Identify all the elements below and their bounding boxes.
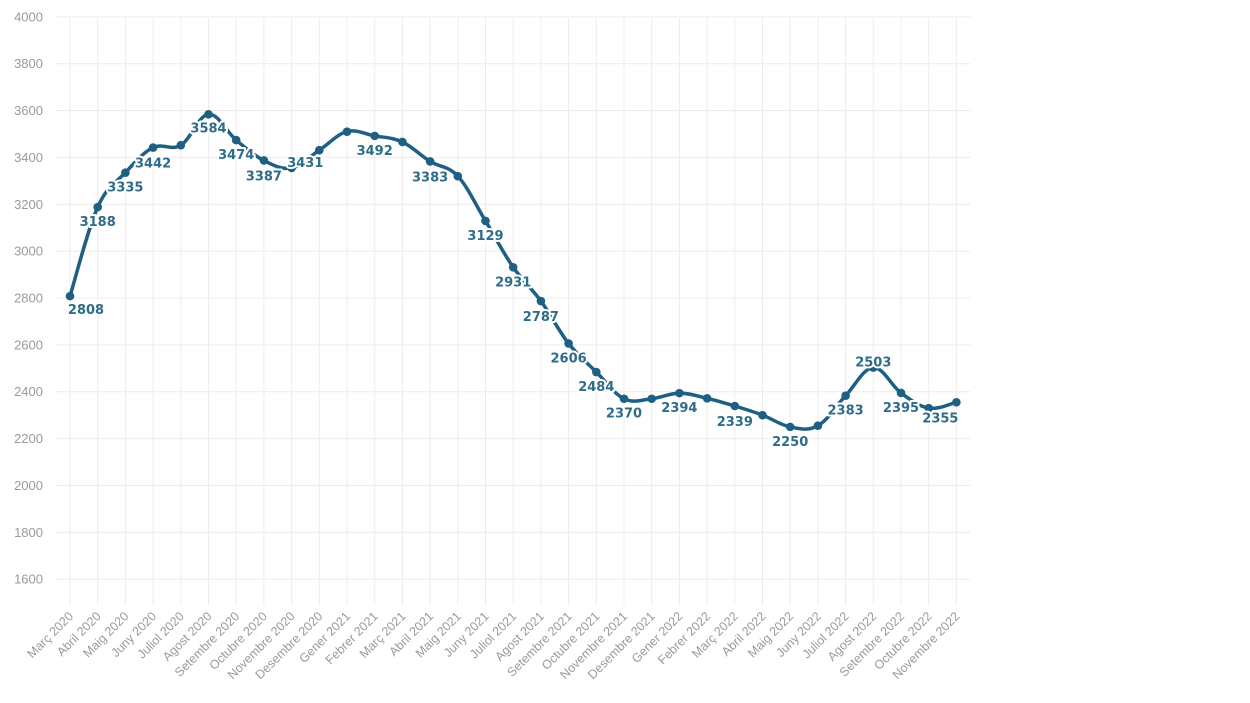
y-tick-label: 2800 bbox=[14, 291, 43, 306]
data-point bbox=[231, 135, 241, 145]
data-label: 3584 bbox=[190, 121, 226, 136]
y-tick-label: 2200 bbox=[14, 431, 43, 446]
data-point bbox=[425, 157, 435, 166]
data-label: 2787 bbox=[523, 310, 559, 325]
data-label-halo: 2339 bbox=[717, 415, 753, 430]
data-point bbox=[952, 397, 961, 407]
data-point bbox=[758, 410, 767, 420]
data-point bbox=[65, 291, 75, 301]
data-point bbox=[121, 168, 130, 177]
data-point bbox=[924, 403, 933, 413]
data-point bbox=[93, 202, 102, 212]
data-label: 2394 bbox=[661, 401, 697, 416]
data-point bbox=[785, 422, 795, 432]
data-point bbox=[841, 391, 850, 401]
data-point bbox=[592, 367, 601, 377]
y-tick-label: 1800 bbox=[14, 525, 43, 540]
data-point bbox=[259, 156, 269, 165]
data-label-halo: 3129 bbox=[467, 229, 503, 244]
data-label-halo: 3383 bbox=[412, 170, 448, 185]
data-label-halo: 2503 bbox=[855, 356, 891, 371]
y-tick-label: 3800 bbox=[14, 56, 43, 71]
data-label-halo: 3442 bbox=[135, 157, 171, 172]
data-label-halo: 3474 bbox=[218, 148, 254, 163]
data-label: 2339 bbox=[717, 415, 753, 430]
data-label: 2395 bbox=[883, 401, 919, 416]
data-label-halo: 3584 bbox=[190, 121, 226, 136]
data-label-halo: 3431 bbox=[287, 156, 323, 171]
y-tick-label: 3000 bbox=[14, 244, 43, 259]
data-point bbox=[813, 421, 823, 430]
data-label-halo: 2370 bbox=[606, 407, 642, 422]
data-point bbox=[370, 131, 380, 141]
data-label: 2503 bbox=[855, 356, 891, 371]
data-point bbox=[176, 140, 186, 150]
y-tick-label: 1600 bbox=[14, 572, 43, 587]
data-point bbox=[204, 110, 213, 119]
y-tick-label: 3400 bbox=[14, 150, 43, 165]
data-label: 2370 bbox=[606, 407, 642, 422]
data-label-halo: 2606 bbox=[551, 351, 587, 366]
data-label: 3383 bbox=[412, 170, 448, 185]
data-point bbox=[619, 394, 629, 404]
data-point bbox=[564, 339, 573, 348]
data-label: 3129 bbox=[467, 229, 503, 244]
data-label: 2484 bbox=[578, 380, 614, 395]
data-label: 3431 bbox=[287, 156, 323, 171]
data-point bbox=[315, 145, 324, 155]
data-label-halo: 2931 bbox=[495, 275, 531, 290]
data-label-halo: 2355 bbox=[922, 411, 958, 426]
y-tick-label: 2400 bbox=[14, 384, 43, 399]
data-label: 2355 bbox=[922, 411, 958, 426]
data-label-halo: 2394 bbox=[661, 401, 697, 416]
y-tick-label: 2000 bbox=[14, 478, 43, 493]
data-point bbox=[536, 296, 546, 306]
data-label: 3492 bbox=[357, 144, 393, 159]
data-point bbox=[342, 127, 352, 136]
data-point bbox=[508, 263, 518, 272]
y-axis-ticks: 1600 1800 2000 2200 2400 2600 2800 3000 3200 3400… bbox=[14, 9, 43, 586]
data-labels: 2808280831883188333533353442344235843584… bbox=[66, 119, 961, 452]
data-label-halo: 3188 bbox=[80, 215, 116, 230]
data-point bbox=[702, 393, 712, 403]
y-tick-label: 3600 bbox=[14, 103, 43, 118]
data-point bbox=[869, 363, 878, 372]
data-point bbox=[647, 394, 656, 404]
data-label-halo: 3335 bbox=[107, 181, 143, 196]
data-label-halo: 3387 bbox=[246, 169, 282, 184]
data-label: 2250 bbox=[772, 435, 808, 450]
data-label-halo: 2395 bbox=[883, 401, 919, 416]
data-label: 2383 bbox=[828, 404, 864, 419]
data-point bbox=[287, 163, 296, 173]
data-point bbox=[453, 171, 463, 181]
data-point bbox=[675, 388, 684, 398]
y-tick-label: 4000 bbox=[14, 9, 43, 24]
data-label: 3387 bbox=[246, 169, 282, 184]
data-label: 3474 bbox=[218, 148, 254, 163]
data-label: 3188 bbox=[80, 215, 116, 230]
data-label-halo: 2250 bbox=[772, 435, 808, 450]
data-label: 3442 bbox=[135, 157, 171, 172]
data-point bbox=[481, 216, 490, 226]
data-label: 2931 bbox=[495, 275, 531, 290]
data-point bbox=[148, 143, 158, 152]
data-point bbox=[896, 388, 906, 398]
data-label-halo: 3492 bbox=[357, 144, 393, 159]
data-label-halo: 2808 bbox=[68, 303, 104, 318]
data-label: 2606 bbox=[551, 351, 587, 366]
data-label: 3335 bbox=[107, 181, 143, 196]
data-point bbox=[398, 137, 407, 147]
data-label-halo: 2383 bbox=[828, 404, 864, 419]
data-label-halo: 2787 bbox=[523, 310, 559, 325]
data-points bbox=[65, 110, 961, 432]
y-tick-label: 3200 bbox=[14, 197, 43, 212]
data-label: 2808 bbox=[68, 303, 104, 318]
data-label-halo: 2484 bbox=[578, 380, 614, 395]
grid-lines bbox=[56, 16, 970, 605]
y-tick-label: 2600 bbox=[14, 337, 43, 352]
data-point bbox=[730, 401, 740, 411]
